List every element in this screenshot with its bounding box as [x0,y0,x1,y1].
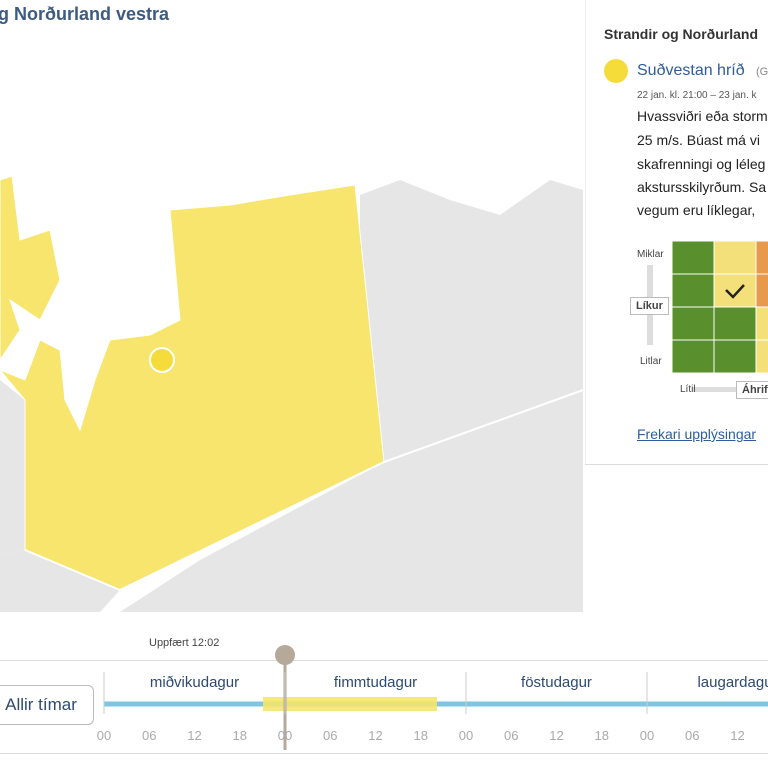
day-label: fimmtudagur [334,674,417,691]
hour-label: 06 [504,728,518,743]
divider [585,0,586,464]
land-grey [0,380,25,555]
region-border [24,389,583,592]
hour-label: 00 [278,728,292,743]
warning-area[interactable] [0,175,385,591]
region-title: Strandir og Norðurland [604,26,758,42]
hour-label: 18 [595,728,609,743]
description-line: skafrenningi og léleg [637,156,766,172]
hour-label: 12 [187,728,201,743]
hour-label: 12 [730,728,744,743]
warning-icon [604,59,628,83]
hour-label: 12 [368,728,382,743]
hour-label: 18 [414,728,428,743]
hour-label: 00 [459,728,473,743]
timeline-panel [0,660,768,754]
land-grey [0,550,120,612]
warning-tag: (G [756,66,768,78]
hour-label: 12 [549,728,563,743]
hour-label: 06 [323,728,337,743]
day-label: laugardagur [697,674,768,691]
warning-icon[interactable] [149,347,175,373]
axis-title: Líkur [630,297,669,315]
hour-label: 06 [142,728,156,743]
timeline[interactable]: miðvikudagur fimmtudagur föstudagur laugard… [0,640,768,769]
axis-title: Áhrif [736,381,768,399]
description-line: akstursskilyrðum. Sa [637,179,767,195]
page-title: g Norðurland vestra [0,4,170,24]
axis-label: Miklar [637,249,664,260]
axis-label: Lítil [680,384,696,395]
description-line: Hvassviðri eða storm [637,108,768,124]
warning-title[interactable]: Suðvestan hríð [637,62,745,79]
hour-label: 00 [640,728,654,743]
axis-label: Litlar [640,356,662,367]
updated-label: Uppfært 12:02 [149,637,220,649]
description-line: vegum eru líklegar, [637,202,756,218]
hour-label: 06 [685,728,699,743]
divider [585,464,768,465]
day-label: miðvikudagur [150,674,239,691]
day-label: föstudagur [521,674,592,691]
land-grey [120,180,583,612]
hour-label: 00 [97,728,111,743]
warning-time: 22 jan. kl. 21:00 – 23 jan. k [637,90,757,101]
risk-matrix [647,240,768,392]
more-info-link[interactable]: Frekari upplýsingar [637,426,757,442]
hour-label: 18 [233,728,247,743]
map[interactable] [0,0,583,612]
all-times-button[interactable]: Allir tímar [0,685,94,725]
description-line: 25 m/s. Búast má vi [637,132,760,148]
